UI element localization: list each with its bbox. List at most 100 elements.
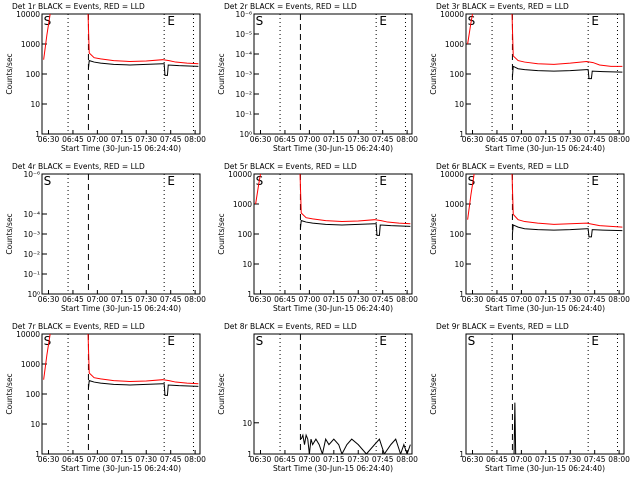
panel: Det 6r BLACK = Events, RED = LLD Start Ti… [429, 162, 630, 313]
annotation: S [468, 174, 476, 188]
x-tick-label: 06:30 [38, 135, 60, 144]
series-line [511, 65, 623, 80]
y-tick-label: 10 [30, 100, 40, 109]
x-tick-label: 07:00 [299, 295, 321, 304]
y-tick-label: 10⁻⁵ [235, 30, 252, 39]
x-tick-label: 06:30 [38, 295, 60, 304]
y-tick-label: 10⁰ [239, 130, 252, 139]
x-tick-label: 07:30 [347, 455, 369, 464]
panel-title: Det 6r BLACK = Events, RED = LLD [436, 162, 569, 171]
x-tick-label: 06:30 [462, 295, 484, 304]
panel-title: Det 4r BLACK = Events, RED = LLD [12, 162, 145, 171]
x-tick-label: 07:30 [135, 455, 157, 464]
y-tick-label: 10 [242, 260, 252, 269]
x-tick-label: 07:15 [535, 295, 557, 304]
x-axis-label: Start Time (30-Jun-15 06:24:40) [61, 464, 181, 473]
x-axis-label: Start Time (30-Jun-15 06:24:40) [485, 464, 605, 473]
y-tick-label: 10⁻¹ [23, 270, 40, 279]
y-tick-label: 1 [459, 130, 464, 139]
x-tick-label: 08:00 [608, 135, 630, 144]
series-line [467, 174, 623, 228]
y-axis-label: Counts/sec [429, 373, 438, 414]
x-tick-label: 07:15 [111, 135, 133, 144]
panel: Det 1r BLACK = Events, RED = LLD Start Ti… [5, 2, 206, 153]
x-tick-label: 07:45 [584, 135, 606, 144]
x-tick-label: 07:45 [160, 135, 182, 144]
panel: Det 7r BLACK = Events, RED = LLD Start Ti… [5, 322, 206, 473]
x-tick-label: 08:00 [184, 455, 206, 464]
x-tick-label: 07:45 [372, 135, 394, 144]
x-axis-label: Start Time (30-Jun-15 06:24:40) [273, 304, 393, 313]
x-tick-label: 07:00 [511, 135, 533, 144]
x-tick-label: 06:30 [250, 455, 272, 464]
x-tick-label: 07:45 [160, 455, 182, 464]
panel: Det 5r BLACK = Events, RED = LLD Start Ti… [217, 162, 418, 313]
series-line [300, 433, 411, 454]
panel-title: Det 2r BLACK = Events, RED = LLD [224, 2, 357, 11]
x-tick-label: 07:30 [135, 295, 157, 304]
x-tick-label: 08:00 [184, 135, 206, 144]
annotation: S [256, 334, 264, 348]
y-tick-label: 10000 [440, 10, 464, 19]
y-tick-label: 1000 [445, 200, 464, 209]
plot-frame [465, 333, 625, 455]
y-tick-label: 10⁻⁶ [235, 10, 252, 19]
annotation: E [591, 174, 599, 188]
x-tick-label: 07:00 [511, 455, 533, 464]
panel-title: Det 1r BLACK = Events, RED = LLD [12, 2, 145, 11]
x-tick-label: 06:45 [274, 455, 296, 464]
x-tick-label: 06:45 [62, 295, 84, 304]
annotation: S [256, 14, 264, 28]
x-tick-label: 06:45 [486, 455, 508, 464]
x-axis-label: Start Time (30-Jun-15 06:24:40) [273, 464, 393, 473]
x-tick-label: 07:15 [535, 455, 557, 464]
y-tick-label: 10⁻¹ [235, 110, 252, 119]
panel: Det 3r BLACK = Events, RED = LLD Start Ti… [429, 2, 630, 153]
x-tick-label: 07:45 [584, 455, 606, 464]
y-tick-label: 1 [247, 450, 252, 459]
series-line [467, 14, 623, 67]
x-tick-label: 07:00 [299, 455, 321, 464]
panel: Det 8r BLACK = Events, RED = LLD Start Ti… [217, 322, 418, 473]
y-tick-label: 10⁻⁶ [23, 170, 40, 179]
panel-title: Det 7r BLACK = Events, RED = LLD [12, 322, 145, 331]
panel: Det 2r BLACK = Events, RED = LLD Start Ti… [217, 2, 418, 153]
x-tick-label: 07:15 [535, 135, 557, 144]
x-tick-label: 07:15 [323, 135, 345, 144]
x-axis-label: Start Time (30-Jun-15 06:24:40) [273, 144, 393, 153]
y-tick-label: 10000 [440, 170, 464, 179]
x-tick-label: 06:45 [62, 455, 84, 464]
y-tick-label: 1000 [445, 40, 464, 49]
x-tick-label: 07:00 [87, 455, 109, 464]
annotation: S [468, 334, 476, 348]
x-tick-label: 06:45 [274, 295, 296, 304]
series-line [87, 59, 199, 76]
y-tick-label: 10 [454, 100, 464, 109]
y-tick-label: 10000 [16, 10, 40, 19]
x-axis-label: Start Time (30-Jun-15 06:24:40) [485, 144, 605, 153]
panel-title: Det 9r BLACK = Events, RED = LLD [436, 322, 569, 331]
y-axis-label: Counts/sec [217, 213, 226, 254]
x-tick-label: 08:00 [608, 455, 630, 464]
x-tick-label: 08:00 [396, 135, 418, 144]
panel-title: Det 8r BLACK = Events, RED = LLD [224, 322, 357, 331]
y-tick-label: 100 [450, 230, 465, 239]
x-tick-label: 08:00 [608, 295, 630, 304]
y-tick-label: 1 [35, 130, 40, 139]
annotation: E [591, 334, 599, 348]
x-tick-label: 07:30 [135, 135, 157, 144]
x-tick-label: 06:45 [486, 295, 508, 304]
y-tick-label: 1 [247, 290, 252, 299]
y-axis-label: Counts/sec [217, 53, 226, 94]
x-tick-label: 07:00 [299, 135, 321, 144]
x-tick-label: 06:30 [462, 455, 484, 464]
y-tick-label: 100 [26, 390, 41, 399]
x-tick-label: 06:45 [62, 135, 84, 144]
y-tick-label: 10⁻³ [23, 230, 40, 239]
y-tick-label: 10 [242, 419, 252, 428]
series-line [87, 379, 199, 396]
y-axis-label: Counts/sec [5, 53, 14, 94]
panel: Det 4r BLACK = Events, RED = LLD Start Ti… [5, 162, 206, 313]
